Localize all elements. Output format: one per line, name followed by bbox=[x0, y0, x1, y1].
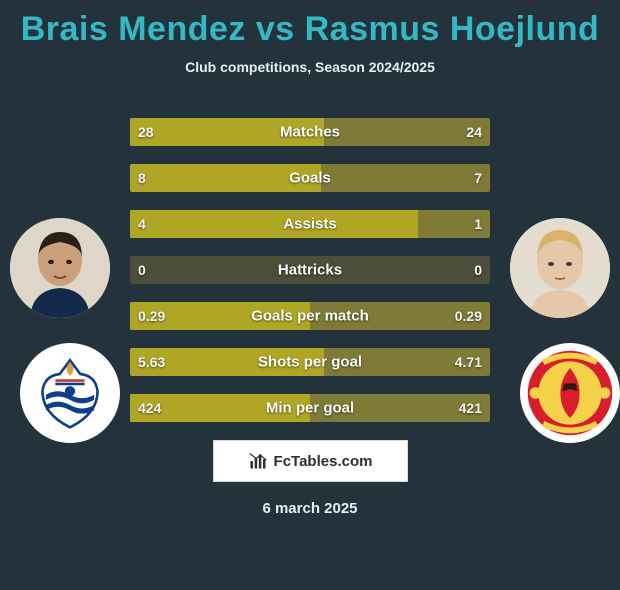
stat-metric-label: Matches bbox=[130, 124, 490, 141]
stat-row: 0.290.29Goals per match bbox=[130, 302, 490, 330]
page-title: Brais Mendez vs Rasmus Hoejlund bbox=[0, 10, 620, 49]
player-right-avatar bbox=[510, 218, 610, 318]
stat-metric-label: Assists bbox=[130, 216, 490, 233]
stat-metric-label: Min per goal bbox=[130, 400, 490, 417]
stat-metric-label: Shots per goal bbox=[130, 354, 490, 371]
stat-metric-label: Goals per match bbox=[130, 308, 490, 325]
brand-box: FcTables.com bbox=[213, 440, 408, 482]
stat-row: 424421Min per goal bbox=[130, 394, 490, 422]
comparison-content: 2824Matches 87Goals 41Assists 00Hattricks 0.… bbox=[0, 93, 620, 422]
player-left-avatar bbox=[10, 218, 110, 318]
stat-row: 2824Matches bbox=[130, 118, 490, 146]
brand-text: FcTables.com bbox=[274, 453, 373, 470]
bar-chart-icon bbox=[248, 451, 268, 471]
club-left-crest bbox=[20, 343, 120, 443]
stat-row: 87Goals bbox=[130, 164, 490, 192]
subtitle: Club competitions, Season 2024/2025 bbox=[0, 59, 620, 75]
date-label: 6 march 2025 bbox=[0, 500, 620, 517]
stat-metric-label: Goals bbox=[130, 170, 490, 187]
stat-row: 5.634.71Shots per goal bbox=[130, 348, 490, 376]
club-right-crest bbox=[520, 343, 620, 443]
stat-bars: 2824Matches 87Goals 41Assists 00Hattricks 0.… bbox=[130, 93, 490, 422]
stat-metric-label: Hattricks bbox=[130, 262, 490, 279]
stat-row: 00Hattricks bbox=[130, 256, 490, 284]
stat-row: 41Assists bbox=[130, 210, 490, 238]
